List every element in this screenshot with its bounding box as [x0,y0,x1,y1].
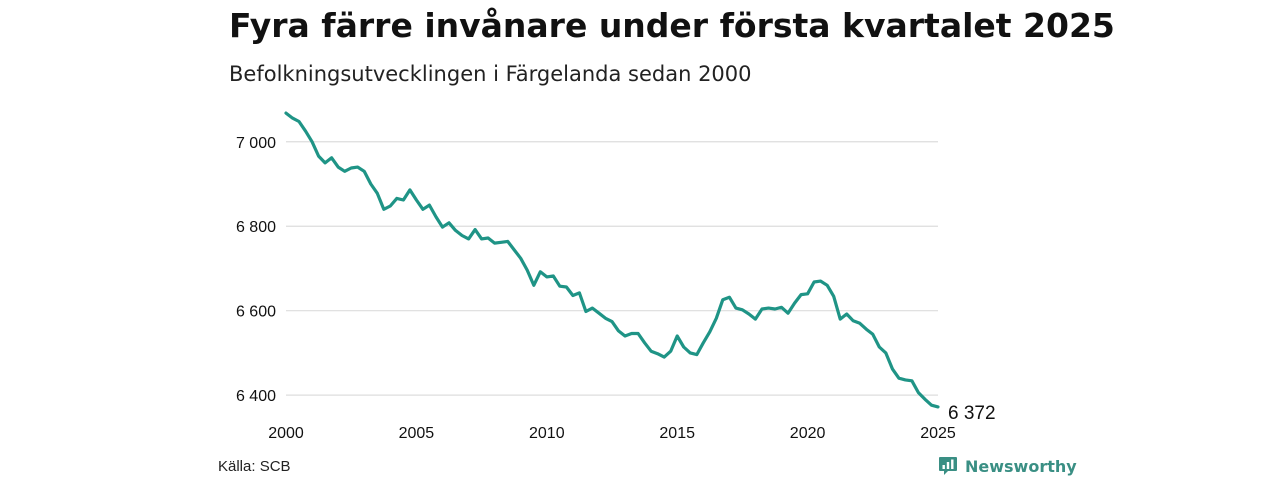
chart-title: Fyra färre invånare under första kvartal… [229,6,1115,45]
y-axis: 6 400 6 600 6 800 7 000 [236,135,276,405]
y-tick-label: 6 400 [236,388,276,405]
y-tick-label: 6 800 [236,219,276,236]
chart-subtitle: Befolkningsutvecklingen i Färgelanda sed… [229,62,752,86]
x-tick-label: 2005 [399,425,435,442]
x-tick-label: 2015 [659,425,695,442]
end-value-label: 6 372 [948,403,996,424]
x-tick-label: 2000 [268,425,304,442]
brand-name: Newsworthy [965,456,1077,476]
y-tick-label: 7 000 [236,135,276,152]
x-tick-label: 2020 [790,425,826,442]
series-layer [284,111,940,409]
x-tick-label: 2010 [529,425,565,442]
x-tick-label: 2025 [920,425,956,442]
x-axis: 2000 2005 2010 2015 2020 2025 [268,425,956,442]
source-note: Källa: SCB [218,458,291,475]
newsworthy-logo[interactable]: Newsworthy [938,456,1077,476]
label-layer: 6 372 [948,403,996,424]
gridlines [286,141,938,396]
series-line-0 [284,111,940,409]
y-tick-label: 6 600 [236,304,276,321]
newsworthy-logo-icon [939,457,957,475]
